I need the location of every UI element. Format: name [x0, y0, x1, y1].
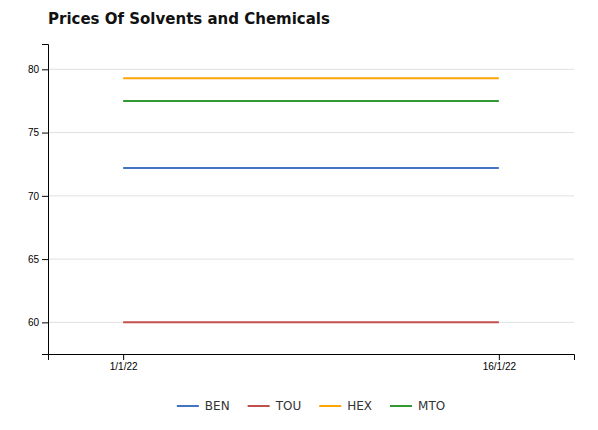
title: Prices Of Solvents and Chemicals [48, 10, 330, 28]
y-tick: 60 [28, 317, 48, 328]
x-tick-mark [499, 354, 500, 360]
y-tick: 70 [28, 191, 48, 202]
grid-line [48, 69, 574, 70]
legend-label: BEN [205, 399, 230, 413]
y-tick: 80 [28, 64, 48, 75]
y-tick-label: 60 [28, 317, 40, 328]
legend-item: MTO [390, 399, 445, 413]
line [123, 321, 499, 323]
legend-swatch [248, 405, 270, 407]
x-axis-line [49, 355, 575, 361]
x-tick: 16/1/22 [483, 354, 517, 372]
legend-swatch [319, 405, 341, 407]
legend-swatch [177, 405, 199, 407]
grid-line [48, 322, 574, 323]
grid-line [48, 132, 574, 133]
grid-line [48, 259, 574, 260]
y-tick-mark [42, 259, 48, 260]
y-tick-mark [42, 322, 48, 323]
legend-item: HEX [319, 399, 372, 413]
grid-line [48, 195, 574, 196]
y-tick-mark [42, 196, 48, 197]
legend-swatch [390, 405, 412, 407]
y-axis: 60 65 70 75 80 [28, 45, 49, 355]
x-tick-label: 1/1/22 [110, 361, 138, 372]
line [123, 100, 499, 102]
line [123, 77, 499, 79]
y-tick-label: 75 [28, 127, 40, 138]
x-axis: 1/1/22 16/1/22 [49, 354, 575, 372]
y-tick-label: 65 [28, 254, 40, 265]
plot: 1/1/22 16/1/22 60 65 70 75 80 [28, 45, 575, 373]
y-tick: 75 [28, 127, 48, 138]
y-tick-label: 80 [28, 64, 40, 75]
x-tick-label: 16/1/22 [483, 361, 517, 372]
legend: BEN TOU HEX MTO [177, 399, 445, 413]
legend-label: HEX [347, 399, 372, 413]
legend-label: TOU [275, 399, 302, 413]
lines [123, 78, 499, 322]
y-tick-label: 70 [28, 191, 40, 202]
y-axis-line [42, 45, 49, 355]
y-tick: 65 [28, 254, 48, 265]
legend-label: MTO [418, 399, 445, 413]
line [123, 167, 499, 169]
x-tick: 1/1/22 [110, 354, 138, 372]
y-tick-mark [42, 69, 48, 70]
x-tick-mark [123, 354, 124, 360]
legend-item: TOU [248, 399, 302, 413]
legend-item: BEN [177, 399, 230, 413]
grid [48, 69, 574, 322]
chart: 1/1/22 16/1/22 60 65 70 75 80 Prices Of Solvent… [0, 0, 598, 430]
y-tick-mark [42, 133, 48, 134]
